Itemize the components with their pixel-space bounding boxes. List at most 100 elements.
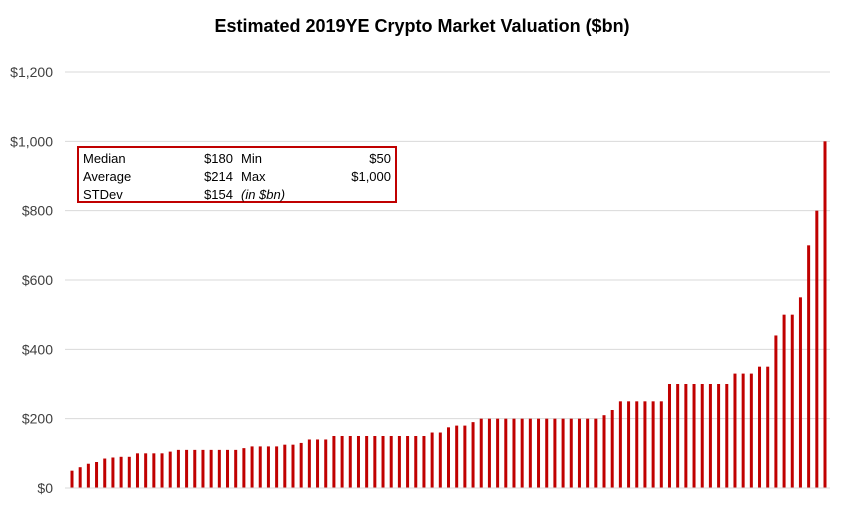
bar <box>635 401 639 488</box>
average-value: $214 <box>204 169 233 184</box>
median-value: $180 <box>204 151 233 166</box>
bar <box>823 141 827 488</box>
y-axis: $0 $200 $400 $600 $800 $1,000 $1,200 <box>10 64 53 496</box>
bar <box>168 451 172 488</box>
bar <box>586 418 590 488</box>
max-label: Max <box>241 169 266 184</box>
bar <box>316 439 320 488</box>
bar <box>86 463 90 488</box>
gridlines <box>65 71 830 420</box>
bar <box>119 456 123 488</box>
bar <box>111 457 115 488</box>
y-tick-label: $800 <box>22 203 53 219</box>
bar <box>790 314 794 488</box>
chart-title: Estimated 2019YE Crypto Market Valuation… <box>214 16 629 36</box>
bar <box>807 245 811 488</box>
bar <box>643 401 647 488</box>
bar <box>602 415 606 488</box>
min-value: $50 <box>369 151 391 166</box>
stdev-label: STDev <box>83 187 123 202</box>
bar <box>741 373 745 488</box>
bar <box>373 436 377 488</box>
bar <box>471 422 475 488</box>
bar <box>545 418 549 488</box>
bar <box>618 401 622 488</box>
bar <box>299 442 303 488</box>
bar <box>537 418 541 488</box>
bar <box>700 384 704 488</box>
bar <box>815 210 819 489</box>
bar <box>160 453 164 488</box>
bar <box>733 373 737 488</box>
bar <box>766 366 770 488</box>
bar <box>397 436 401 488</box>
bar <box>414 436 418 488</box>
bar <box>561 418 565 488</box>
bar <box>782 314 786 488</box>
bar <box>577 418 581 488</box>
bar <box>528 418 532 488</box>
bar <box>512 418 516 488</box>
bar <box>332 436 336 488</box>
bar <box>365 436 369 488</box>
bar <box>226 449 230 488</box>
bar <box>381 436 385 488</box>
statistics-table: Median $180 Min $50 Average $214 Max $1,… <box>83 150 391 204</box>
y-tick-label: $600 <box>22 272 53 288</box>
bar <box>389 436 393 488</box>
bar <box>283 444 287 488</box>
bar <box>103 458 107 488</box>
bar <box>307 439 311 488</box>
y-tick-label: $200 <box>22 411 53 427</box>
y-tick-label: $0 <box>37 480 53 496</box>
bar <box>275 446 279 488</box>
y-tick-label: $400 <box>22 341 53 357</box>
bar <box>78 467 82 488</box>
bar <box>774 335 778 488</box>
bar <box>496 418 500 488</box>
bar <box>217 449 221 488</box>
bar <box>594 418 598 488</box>
bar <box>438 432 442 488</box>
bar <box>749 373 753 488</box>
bar <box>447 427 450 488</box>
bar <box>627 401 631 488</box>
bar <box>520 418 524 488</box>
bar <box>127 456 131 488</box>
bars <box>70 141 827 489</box>
bar <box>356 436 360 488</box>
bar <box>209 449 213 488</box>
bar <box>234 449 238 488</box>
bar <box>569 418 573 488</box>
bar <box>798 297 802 488</box>
bar <box>676 384 680 488</box>
bar <box>487 418 491 488</box>
bar <box>504 418 508 488</box>
stats-row-average: Average $214 Max $1,000 <box>83 168 391 186</box>
stats-row-stdev: STDev $154 (in $bn) <box>83 186 391 204</box>
y-tick-label: $1,200 <box>10 64 53 80</box>
bar <box>684 384 688 488</box>
bar <box>176 449 180 488</box>
bar <box>144 453 148 488</box>
bar <box>708 384 712 488</box>
bar <box>692 384 696 488</box>
bar <box>422 436 426 488</box>
bar <box>242 448 246 488</box>
bar <box>185 449 189 488</box>
min-label: Min <box>241 151 262 166</box>
stdev-value: $154 <box>204 187 233 202</box>
bar <box>95 462 99 488</box>
bar <box>651 401 655 488</box>
bar <box>258 446 262 488</box>
bar <box>717 384 721 488</box>
bar <box>70 470 74 488</box>
bar <box>135 453 139 488</box>
bar <box>430 432 434 488</box>
bar <box>291 444 295 488</box>
y-tick-label: $1,000 <box>10 133 53 149</box>
bar <box>406 436 410 488</box>
median-label: Median <box>83 151 126 166</box>
max-value: $1,000 <box>351 169 391 184</box>
